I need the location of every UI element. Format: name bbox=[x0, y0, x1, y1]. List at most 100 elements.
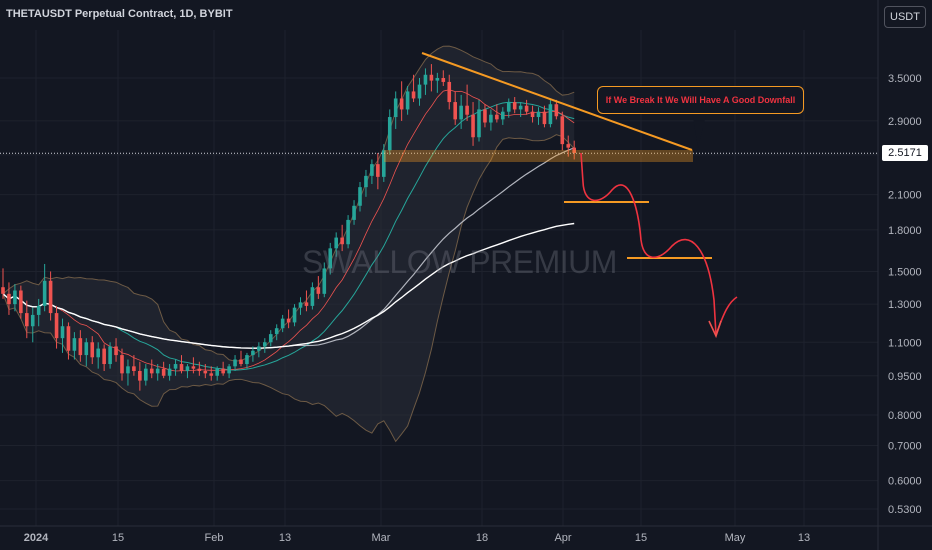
candle-body bbox=[429, 74, 434, 81]
candle-body bbox=[322, 268, 327, 294]
candle-body bbox=[48, 280, 53, 314]
candle-body bbox=[268, 334, 273, 343]
candle-body bbox=[524, 105, 529, 112]
candle-body bbox=[251, 350, 255, 356]
candle-body bbox=[245, 355, 249, 365]
candle-body bbox=[352, 205, 356, 220]
candle-body bbox=[572, 147, 576, 154]
bollinger-lower bbox=[2, 134, 575, 443]
candle-body bbox=[78, 338, 83, 356]
candle-body bbox=[310, 287, 315, 306]
candle-body bbox=[435, 78, 440, 81]
callout-box: If We Break It We Will Have A Good Downf… bbox=[597, 86, 804, 114]
y-tick-label: 1.1000 bbox=[888, 337, 922, 349]
ma-100-line bbox=[2, 222, 575, 349]
x-tick-label: May bbox=[725, 532, 746, 544]
candle-body bbox=[376, 164, 380, 177]
candle-body bbox=[84, 342, 89, 356]
candle-body bbox=[560, 116, 565, 145]
candle-body bbox=[60, 326, 65, 339]
candle-body bbox=[566, 144, 571, 148]
candle-body bbox=[161, 368, 166, 376]
candle-body bbox=[441, 78, 446, 82]
x-tick-label: 15 bbox=[635, 532, 647, 544]
candle-body bbox=[548, 104, 553, 125]
x-tick-label: 13 bbox=[798, 532, 810, 544]
candle-body bbox=[126, 366, 130, 374]
candle-body bbox=[393, 98, 398, 118]
y-tick-label: 0.7000 bbox=[888, 440, 922, 452]
y-tick-label: 0.9500 bbox=[888, 371, 922, 383]
candle-body bbox=[346, 219, 350, 245]
watermark-text: SWALLOW PREMIUM bbox=[302, 244, 617, 280]
candle-body bbox=[489, 114, 493, 123]
candle-body bbox=[554, 104, 559, 117]
candle-body bbox=[179, 364, 184, 371]
candle-body bbox=[221, 368, 225, 374]
candle-body bbox=[542, 111, 547, 125]
y-tick-label: 2.1000 bbox=[888, 190, 922, 202]
candle-body bbox=[19, 290, 23, 314]
descending-trendline bbox=[421, 52, 693, 151]
candle-body bbox=[280, 318, 285, 329]
candle-body bbox=[453, 102, 457, 120]
callout-pointer bbox=[692, 111, 707, 148]
candle-body bbox=[382, 150, 386, 177]
candle-body bbox=[90, 342, 95, 358]
candle-body bbox=[512, 102, 517, 110]
y-tick-label: 1.3000 bbox=[888, 299, 922, 311]
candle-body bbox=[66, 326, 71, 351]
candle-body bbox=[477, 109, 481, 138]
candle-body bbox=[328, 248, 333, 269]
price-axis[interactable]: 3.50002.90002.50002.10001.80001.50001.30… bbox=[888, 73, 922, 516]
candle-body bbox=[54, 313, 59, 339]
candle-body bbox=[316, 287, 321, 294]
candle-body bbox=[364, 175, 368, 188]
time-axis[interactable]: 2024 15 Feb 13 Mar 18 Apr 15 May 13 bbox=[24, 532, 810, 544]
candle-body bbox=[149, 368, 154, 374]
candle-body bbox=[465, 105, 469, 115]
candle-body bbox=[399, 98, 404, 110]
candle-body bbox=[144, 368, 148, 381]
candle-body bbox=[405, 91, 410, 110]
candle-body bbox=[239, 359, 243, 365]
annotation-drawings bbox=[0, 52, 878, 339]
x-tick-label: Feb bbox=[205, 532, 224, 544]
candle-body bbox=[274, 328, 279, 335]
chart-title: THETAUSDT Perpetual Contract, 1D, BYBIT bbox=[6, 8, 233, 20]
candle-body bbox=[286, 318, 291, 323]
candle-body bbox=[30, 314, 35, 327]
currency-button[interactable]: USDT bbox=[884, 6, 926, 28]
candle-body bbox=[471, 114, 475, 138]
candle-body bbox=[173, 364, 178, 369]
candle-body bbox=[209, 373, 214, 376]
candle-body bbox=[536, 111, 541, 118]
candle-body bbox=[298, 302, 303, 308]
candle-body bbox=[36, 305, 41, 315]
candle-body bbox=[358, 187, 362, 206]
candle-body bbox=[257, 346, 261, 351]
y-tick-label: 1.5000 bbox=[888, 266, 922, 278]
candle-body bbox=[120, 355, 124, 374]
candle-body bbox=[387, 117, 392, 151]
candle-body bbox=[102, 348, 106, 365]
candle-body bbox=[155, 368, 160, 374]
candle-body bbox=[42, 280, 47, 306]
y-tick-label: 1.8000 bbox=[888, 225, 922, 237]
candle-body bbox=[263, 342, 267, 347]
candle-body bbox=[1, 287, 5, 294]
candle-body bbox=[72, 338, 77, 351]
candle-body bbox=[340, 237, 344, 245]
x-tick-label: 2024 bbox=[24, 532, 49, 544]
candlestick-series bbox=[1, 64, 576, 391]
candle-body bbox=[304, 302, 309, 306]
candle-body bbox=[25, 313, 29, 327]
current-price-tag: 2.5171 bbox=[882, 145, 928, 161]
candle-body bbox=[138, 370, 142, 381]
x-tick-label: 13 bbox=[279, 532, 291, 544]
candle-body bbox=[334, 237, 338, 249]
candle-body bbox=[501, 111, 505, 120]
candle-body bbox=[518, 105, 523, 110]
candle-body bbox=[96, 348, 100, 358]
